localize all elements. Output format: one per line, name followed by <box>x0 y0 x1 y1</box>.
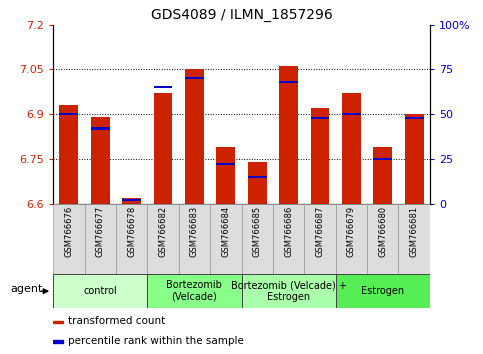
Bar <box>53 274 147 308</box>
Bar <box>279 67 298 204</box>
Text: GSM766680: GSM766680 <box>378 206 387 257</box>
Bar <box>179 204 210 274</box>
Text: Bortezomib
(Velcade): Bortezomib (Velcade) <box>167 280 222 302</box>
Text: GSM766685: GSM766685 <box>253 206 262 257</box>
Bar <box>122 199 141 201</box>
Text: Bortezomib (Velcade) +
Estrogen: Bortezomib (Velcade) + Estrogen <box>231 280 346 302</box>
Text: transformed count: transformed count <box>68 316 166 326</box>
Text: GSM766682: GSM766682 <box>158 206 168 257</box>
Bar <box>304 204 336 274</box>
Bar <box>59 113 78 115</box>
Bar <box>185 69 204 204</box>
Bar <box>336 204 367 274</box>
Bar <box>116 204 147 274</box>
Bar <box>147 204 179 274</box>
Bar <box>311 117 329 119</box>
Text: GSM766676: GSM766676 <box>64 206 73 257</box>
Bar <box>242 274 336 308</box>
Bar <box>53 340 63 343</box>
Bar <box>279 81 298 83</box>
Text: percentile rank within the sample: percentile rank within the sample <box>68 336 244 346</box>
Text: GSM766679: GSM766679 <box>347 206 356 257</box>
Bar <box>342 93 361 204</box>
Text: GSM766677: GSM766677 <box>96 206 105 257</box>
Bar <box>210 204 242 274</box>
Bar <box>53 321 63 323</box>
Bar <box>154 93 172 204</box>
Bar <box>398 204 430 274</box>
Bar <box>405 114 424 204</box>
Text: GSM766687: GSM766687 <box>315 206 325 257</box>
Bar <box>122 198 141 204</box>
Text: GSM766678: GSM766678 <box>127 206 136 257</box>
Bar <box>147 274 242 308</box>
Text: control: control <box>84 286 117 296</box>
Bar <box>373 158 392 160</box>
Bar <box>367 204 398 274</box>
Bar <box>85 204 116 274</box>
Bar <box>373 147 392 204</box>
Bar <box>216 147 235 204</box>
Text: Estrogen: Estrogen <box>361 286 404 296</box>
Bar <box>59 105 78 204</box>
Bar <box>91 117 110 204</box>
Bar <box>53 204 85 274</box>
Bar <box>185 78 204 79</box>
Bar <box>216 163 235 165</box>
Bar <box>311 108 329 204</box>
Bar <box>248 176 267 178</box>
Bar <box>242 204 273 274</box>
Bar <box>342 113 361 115</box>
Text: agent: agent <box>11 285 43 295</box>
Text: GSM766681: GSM766681 <box>410 206 419 257</box>
Bar <box>248 162 267 204</box>
Bar <box>336 274 430 308</box>
Text: GSM766683: GSM766683 <box>190 206 199 257</box>
Title: GDS4089 / ILMN_1857296: GDS4089 / ILMN_1857296 <box>151 8 332 22</box>
Bar <box>273 204 304 274</box>
Text: GSM766684: GSM766684 <box>221 206 230 257</box>
Bar <box>154 86 172 88</box>
Bar <box>91 127 110 130</box>
Text: GSM766686: GSM766686 <box>284 206 293 257</box>
Bar <box>405 117 424 119</box>
